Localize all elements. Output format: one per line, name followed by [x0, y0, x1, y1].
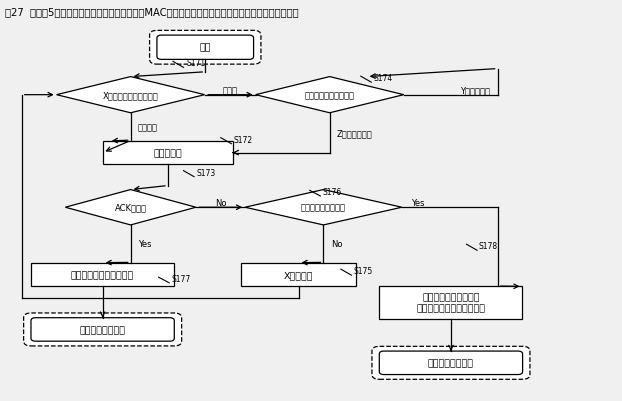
Text: S171: S171	[187, 59, 206, 68]
Text: S175: S175	[353, 267, 373, 275]
Text: ACK受信？: ACK受信？	[114, 203, 147, 212]
Polygon shape	[65, 190, 196, 225]
Text: S172: S172	[234, 136, 253, 144]
Bar	[379, 287, 522, 319]
Text: Y秒後ビジー: Y秒後ビジー	[460, 86, 490, 95]
Text: S176: S176	[322, 188, 341, 196]
Text: X秒間キャリアセンス？: X秒間キャリアセンス？	[103, 91, 159, 100]
Text: Z秒間アイドル: Z秒間アイドル	[337, 129, 373, 138]
Bar	[241, 263, 356, 286]
Bar	[103, 142, 233, 165]
Bar	[31, 263, 174, 286]
Text: 終了（送信成功）: 終了（送信成功）	[80, 325, 126, 334]
FancyBboxPatch shape	[379, 351, 522, 375]
FancyBboxPatch shape	[157, 36, 254, 60]
FancyBboxPatch shape	[149, 31, 261, 65]
Text: Xを再設定: Xを再設定	[284, 270, 313, 279]
Text: S177: S177	[171, 274, 190, 283]
FancyBboxPatch shape	[24, 313, 182, 346]
Polygon shape	[245, 190, 402, 225]
Text: No: No	[331, 240, 342, 249]
FancyBboxPatch shape	[372, 346, 530, 379]
Text: No: No	[215, 198, 226, 207]
FancyBboxPatch shape	[31, 318, 174, 341]
Text: データ送信: データ送信	[154, 149, 182, 158]
Text: 終了（送信失敗）: 終了（送信失敗）	[428, 358, 474, 367]
Text: Yes: Yes	[411, 198, 425, 207]
Text: アイドル: アイドル	[138, 123, 158, 132]
Text: 継続キャリアセンス？: 継続キャリアセンス？	[305, 91, 355, 100]
Text: 上りバッファからクリア: 上りバッファからクリア	[71, 270, 134, 279]
Text: S178: S178	[479, 242, 498, 251]
Text: 開始: 開始	[200, 44, 211, 53]
Text: 割り当て時間終了？: 割り当て時間終了？	[301, 203, 346, 212]
Text: S173: S173	[197, 168, 216, 177]
Text: S174: S174	[373, 74, 392, 83]
Text: ビジー: ビジー	[223, 86, 238, 95]
Polygon shape	[256, 77, 404, 113]
Text: Yes: Yes	[138, 240, 152, 249]
Polygon shape	[57, 77, 205, 113]
Text: 上位ランクの割り当て
タイミングにイベント設定: 上位ランクの割り当て タイミングにイベント設定	[417, 293, 485, 312]
Text: 図27  実施例5のネットワーク接続状態におけるMAC制御部の上位ランク割り当てイベント時の動作例: 図27 実施例5のネットワーク接続状態におけるMAC制御部の上位ランク割り当てイ…	[5, 7, 299, 17]
